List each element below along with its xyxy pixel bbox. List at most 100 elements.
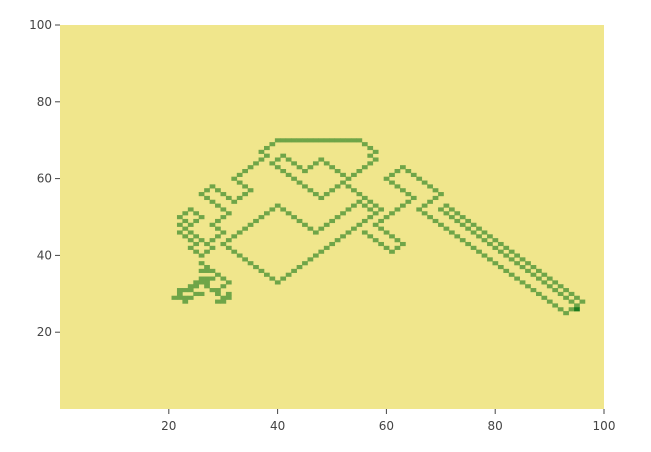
heatmap-cell (361, 142, 368, 147)
heatmap-cell (503, 245, 510, 250)
heatmap-cell (302, 169, 308, 174)
heatmap-cell (448, 215, 455, 220)
heatmap-cell (209, 222, 216, 227)
heatmap-cell (242, 184, 248, 189)
heatmap-cell (225, 245, 232, 250)
heatmap-cell (356, 199, 363, 204)
heatmap-cell (541, 280, 548, 285)
heatmap-cell (552, 288, 559, 293)
heatmap-cell (291, 268, 297, 273)
heatmap-cell (432, 188, 439, 193)
heatmap-cell (383, 230, 390, 235)
heatmap-cell (334, 215, 341, 220)
heatmap-cell (280, 207, 287, 212)
heatmap-cell (220, 230, 227, 235)
heatmap-cell (274, 280, 281, 285)
heatmap-cell (193, 218, 200, 224)
heatmap-cell (367, 234, 374, 239)
heatmap-cell (476, 249, 482, 254)
heatmap-cell (220, 215, 227, 220)
heatmap-cell (215, 291, 221, 297)
heatmap-cell (176, 295, 183, 300)
heatmap-cell (187, 230, 194, 235)
heatmap-cell (476, 234, 482, 239)
heatmap-cell (285, 172, 292, 177)
heatmap-cell (312, 253, 319, 258)
heatmap-cell (204, 249, 210, 254)
heatmap-cell (193, 284, 200, 289)
heatmap-cell (198, 276, 205, 281)
heatmap-cell (247, 261, 254, 266)
heatmap-cell (367, 199, 374, 204)
heatmap-cell (541, 295, 548, 300)
heatmap-cell (470, 245, 477, 250)
heatmap-cell (264, 153, 270, 158)
heatmap-cell (536, 291, 542, 297)
heatmap-cell (405, 199, 412, 204)
heatmap-cell (264, 272, 270, 277)
heatmap-cell (307, 226, 314, 231)
y-tick-label: 40 (37, 248, 52, 262)
heatmap-cell (302, 184, 308, 189)
heatmap-cell (291, 176, 297, 181)
heatmap-cell (176, 288, 183, 293)
heatmap-cell (209, 288, 216, 293)
heatmap-cell (291, 161, 297, 166)
heatmap-cell (546, 299, 553, 304)
heatmap-cell (432, 195, 439, 201)
heatmap-cell (242, 192, 248, 197)
heatmap-cell (470, 222, 477, 227)
heatmap-cell (487, 257, 493, 262)
heatmap-cell (574, 303, 580, 308)
heatmap-cell (209, 184, 216, 189)
heatmap-cell (389, 211, 395, 216)
heatmap-cell (519, 280, 526, 285)
heatmap-cell (563, 288, 569, 293)
heatmap-cell (171, 295, 178, 300)
heatmap-cell (443, 203, 450, 208)
heatmap-cell (318, 157, 325, 162)
heatmap-cell (334, 138, 341, 143)
heatmap-cell (503, 268, 510, 273)
heatmap-cell (432, 218, 439, 224)
x-axis: 20 40 60 80 100 (161, 409, 615, 433)
heatmap-cell (307, 257, 314, 262)
heatmap-cell (345, 138, 352, 143)
heatmap-cell (427, 215, 433, 220)
heatmap-cell (356, 138, 363, 143)
heatmap-cell (182, 211, 189, 216)
heatmap-cell (421, 211, 428, 216)
heatmap-cell (394, 238, 401, 243)
heatmap-cell (220, 276, 227, 281)
heatmap-cell (492, 261, 499, 266)
heatmap-cell (389, 180, 395, 185)
x-tick-label: 40 (270, 419, 285, 433)
heatmap-cell (334, 238, 341, 243)
heatmap-cell (421, 203, 428, 208)
heatmap-cell (215, 272, 221, 277)
heatmap-cell (187, 238, 194, 243)
heatmap-cell (552, 280, 559, 285)
heatmap-cell (274, 138, 281, 143)
heatmap-cell (225, 195, 232, 201)
heatmap-cell (427, 199, 433, 204)
heatmap-cell (329, 165, 336, 170)
heatmap-cell (236, 180, 243, 185)
heatmap-cell (481, 238, 488, 243)
heatmap-cell (438, 192, 444, 197)
heatmap-cell (302, 138, 308, 143)
heatmap-cell (503, 253, 510, 258)
y-tick-label: 100 (29, 18, 52, 32)
heatmap-cell (372, 238, 379, 243)
heatmap-cell (400, 203, 406, 208)
heatmap-cell (176, 291, 183, 297)
heatmap-cell (204, 188, 210, 193)
heatmap-cell (182, 234, 189, 239)
heatmap-cell (410, 172, 417, 177)
heatmap-cell (209, 238, 216, 243)
heatmap-cell (340, 234, 346, 239)
heatmap-cell (530, 288, 537, 293)
heatmap-cell (280, 138, 287, 143)
heatmap-cell (356, 222, 363, 227)
